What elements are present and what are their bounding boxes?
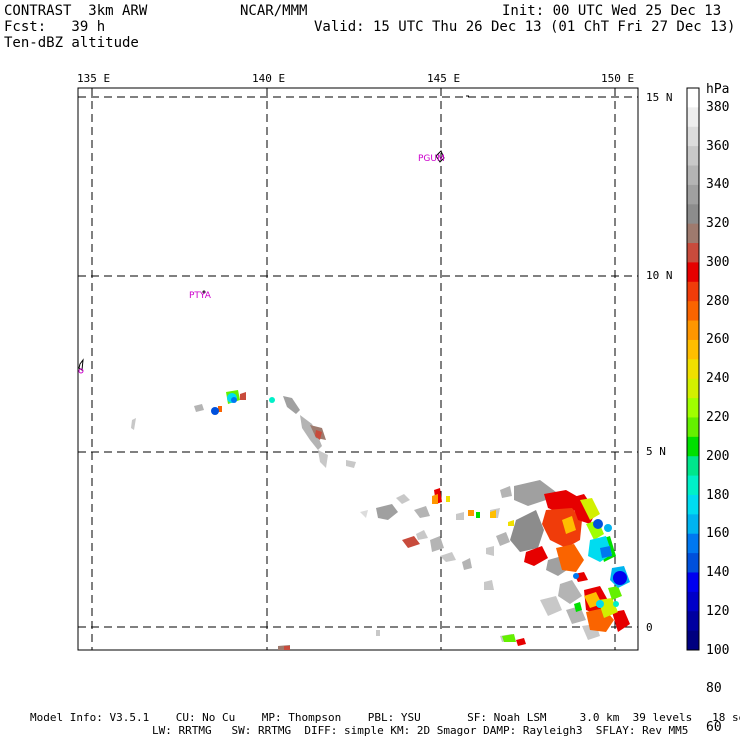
lat-label-10: 10 N — [646, 269, 673, 282]
colorbar-swatch — [687, 243, 699, 263]
colorbar-swatch — [687, 436, 699, 457]
colorbar-label: 160 — [706, 526, 730, 542]
colorbar-swatch — [687, 88, 699, 108]
colorbar-swatch — [687, 611, 699, 632]
colorbar-label: 80 — [706, 681, 722, 697]
station-label-ptya: PTYA — [189, 291, 212, 301]
colorbar-label: 100 — [706, 642, 730, 658]
colorbar-swatch — [687, 514, 699, 535]
valid-time: Valid: 15 UTC Thu 26 Dec 13 (01 ChT Fri … — [314, 19, 736, 35]
colorbar-frame — [686, 87, 700, 651]
colorbar-swatch — [687, 281, 699, 302]
colorbar-swatch — [687, 494, 699, 515]
colorbar-swatch — [687, 533, 699, 554]
colorbar-label: 300 — [706, 254, 730, 270]
lon-label-140: 140 E — [252, 72, 286, 85]
colorbar-swatch — [687, 320, 699, 341]
colorbar-label: 240 — [706, 371, 730, 387]
center-name: NCAR/MMM — [240, 3, 308, 19]
colorbar-swatch — [687, 146, 699, 166]
colorbar-swatch — [687, 591, 699, 612]
colorbar-label: 220 — [706, 409, 730, 425]
guam-island — [435, 150, 445, 163]
coastlines — [78, 95, 469, 371]
colorbar-label: 200 — [706, 448, 730, 464]
lat-label-5: 5 N — [646, 445, 666, 458]
colorbar-swatch — [687, 630, 699, 651]
colorbar-label: 340 — [706, 177, 730, 193]
lat-label-0: 0 — [646, 621, 653, 634]
lat-lon-grid — [78, 88, 638, 650]
init-time: Init: 00 UTC Wed 25 Dec 13 — [502, 3, 722, 19]
colorbar-swatch — [687, 475, 699, 496]
colorbar-swatch — [687, 339, 699, 360]
colorbar-swatch — [687, 184, 699, 205]
palau-island — [78, 358, 84, 371]
yap-island — [202, 290, 206, 294]
colorbar-label: 60 — [706, 720, 722, 735]
colorbar-swatch — [687, 107, 699, 128]
colorbar-label: 120 — [706, 603, 730, 619]
colorbar — [686, 87, 700, 651]
colorbar-swatch — [687, 553, 699, 573]
model-title: CONTRAST 3km ARW — [4, 3, 148, 19]
model-info-line1: Model Info: V3.5.1 CU: No Cu MP: Thompso… — [30, 711, 740, 724]
lat-label-15: 15 N — [646, 91, 673, 104]
colorbar-swatch — [687, 126, 699, 147]
colorbar-swatch — [687, 204, 699, 225]
colorbar-swatch — [687, 223, 699, 244]
lon-label-135: 135 E — [77, 72, 111, 85]
colorbar-swatch — [687, 301, 699, 321]
field-name: Ten-dBZ altitude — [4, 35, 139, 51]
colorbar-swatch — [687, 456, 699, 476]
colorbar-label: 260 — [706, 332, 730, 348]
station-marker-palau — [78, 368, 84, 374]
colorbar-swatch — [687, 572, 699, 593]
colorbar-swatch — [687, 165, 699, 186]
colorbar-label: 380 — [706, 99, 730, 115]
colorbar-swatch — [687, 417, 699, 438]
forecast-hour: Fcst: 39 h — [4, 19, 106, 35]
colorbar-swatch — [687, 378, 699, 399]
model-info-line2: LW: RRTMG SW: RRTMG DIFF: simple KM: 2D … — [152, 724, 689, 737]
gray-echoes — [131, 396, 600, 650]
colorbar-label: 360 — [706, 138, 730, 154]
colorbar-label: 280 — [706, 293, 730, 309]
lon-label-150: 150 E — [601, 72, 635, 85]
colorbar-swatch — [687, 262, 699, 283]
colorbar-label: 140 — [706, 565, 730, 580]
colorbar-swatch — [687, 359, 699, 380]
station-label-pgum: PGUM — [418, 154, 445, 164]
colorbar-label: 180 — [706, 487, 730, 503]
lon-label-145: 145 E — [427, 72, 461, 85]
colorbar-unit: hPa — [706, 82, 730, 97]
colorbar-swatch — [687, 398, 699, 418]
colorbar-label: 320 — [706, 216, 730, 232]
blue-echoes — [211, 393, 630, 608]
